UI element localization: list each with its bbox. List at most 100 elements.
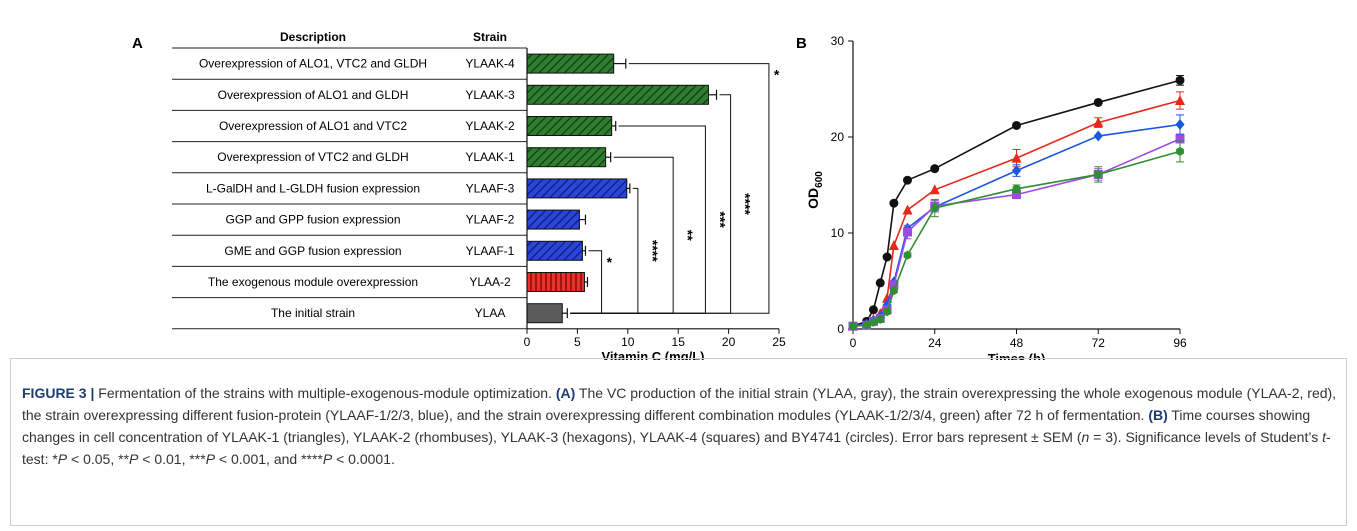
marker-hexagon — [889, 286, 898, 296]
significance-label: * — [774, 67, 780, 83]
y-tick-label: 0 — [837, 322, 844, 336]
y-axis-label-main: OD — [805, 188, 821, 209]
x-tick-label: 20 — [722, 335, 736, 349]
marker-diamond — [1012, 165, 1021, 177]
marker-hexagon — [883, 307, 891, 317]
x-tick-label: 72 — [1092, 336, 1106, 350]
caption-figure-label: FIGURE 3 | — [22, 385, 95, 401]
bar-ylaak-2 — [526, 116, 613, 136]
caption-p3: P — [205, 451, 216, 467]
figure-caption: FIGURE 3 | Fermentation of the strains w… — [22, 382, 1337, 470]
bar-ylaak-3 — [526, 84, 709, 105]
x-axis-label: Vitamin C (mg/L) — [601, 349, 704, 360]
panel-b-label: B — [796, 35, 807, 52]
x-tick-label: 24 — [928, 336, 942, 350]
marker-circle — [1175, 75, 1185, 85]
bar-ylaa — [526, 303, 563, 324]
marker-triangle — [902, 204, 913, 215]
caption-n-text: = 3). Significance levels of Student’s — [1089, 429, 1323, 445]
row-description: GME and GGP fusion expression — [224, 244, 401, 258]
caption-p4: P — [322, 451, 333, 467]
marker-hexagon — [1176, 146, 1184, 156]
marker-square — [903, 227, 912, 237]
marker-hexagon — [849, 321, 857, 331]
caption-p2-text: < 0.01, *** — [138, 451, 206, 467]
caption-b-text: Time courses showing changes in cell con… — [22, 407, 1311, 445]
series-line — [852, 79, 1181, 327]
row-strain: YLAAF-2 — [466, 213, 515, 227]
row-description: Overexpression of VTC2 and GLDH — [217, 150, 408, 164]
y-tick-label: 30 — [831, 34, 845, 48]
x-tick-label: 15 — [672, 335, 686, 349]
marker-circle — [882, 252, 892, 262]
marker-square — [1175, 134, 1185, 144]
marker-hexagon — [930, 203, 939, 213]
significance-label: *** — [712, 211, 728, 228]
marker-hexagon — [1094, 169, 1103, 179]
bar-ylaak-4 — [526, 53, 615, 74]
caption-b-label: (B) — [1148, 407, 1168, 423]
bar-ylaak-1 — [526, 147, 607, 168]
row-description: The exogenous module overexpression — [208, 275, 418, 289]
x-tick-label: 0 — [850, 336, 857, 350]
y-axis-label-subscript: 600 — [814, 171, 825, 188]
marker-circle — [1093, 97, 1103, 107]
row-description: Overexpression of ALO1 and VTC2 — [219, 119, 407, 133]
row-description: Overexpression of ALO1 and GLDH — [218, 88, 409, 102]
caption-t-var: t — [1322, 429, 1326, 445]
significance-label: * — [607, 254, 613, 270]
series-circle — [848, 75, 1185, 331]
series-hexagon — [849, 140, 1184, 331]
row-description: Overexpression of ALO1, VTC2 and GLDH — [199, 57, 427, 71]
marker-circle — [1012, 120, 1021, 130]
marker-triangle — [1093, 117, 1104, 128]
row-strain: YLAAK-4 — [465, 57, 515, 71]
x-tick-label: 96 — [1173, 336, 1187, 350]
x-tick-label: 25 — [772, 335, 786, 349]
marker-diamond — [1093, 130, 1103, 142]
marker-triangle — [1011, 152, 1022, 163]
header-description: Description — [280, 30, 346, 44]
x-tick-label: 48 — [1010, 336, 1024, 350]
figure: A Description Strain Overexpression of ALO1… — [132, 30, 1187, 360]
row-description: The initial strain — [271, 306, 355, 320]
marker-hexagon — [862, 320, 871, 330]
marker-hexagon — [876, 314, 885, 324]
caption-p4-text: < 0.0001. — [332, 451, 395, 467]
marker-diamond — [1175, 119, 1185, 131]
series-diamond — [848, 114, 1185, 332]
marker-hexagon — [1012, 184, 1021, 194]
x-axis-label: Times (h) — [988, 351, 1046, 360]
panel-b: B 0 10 20 30 0 24 48 72 96 Times (h) OD600 — [796, 34, 1187, 360]
row-strain: YLAA — [475, 306, 506, 320]
x-tick-label: 0 — [524, 335, 531, 349]
marker-circle — [868, 305, 878, 315]
significance-label: **** — [645, 240, 661, 262]
significance-label: **** — [738, 193, 754, 215]
marker-square — [889, 280, 899, 290]
caption-title: Fermentation of the strains with multipl… — [94, 385, 556, 401]
marker-circle — [875, 278, 885, 288]
series-line — [852, 150, 1181, 327]
header-strain: Strain — [473, 30, 507, 44]
row-strain: YLAAK-2 — [465, 119, 515, 133]
x-tick-label: 5 — [574, 335, 581, 349]
y-tick-label: 10 — [831, 226, 845, 240]
caption-p3-text: < 0.001, and **** — [215, 451, 323, 467]
marker-hexagon — [869, 317, 878, 327]
marker-circle — [903, 175, 912, 185]
row-description: GGP and GPP fusion expression — [226, 213, 401, 227]
row-strain: YLAAF-1 — [466, 244, 515, 258]
marker-square — [1012, 190, 1021, 200]
significance-bracket — [570, 187, 639, 314]
caption-p2: P — [129, 451, 139, 467]
marker-hexagon — [903, 250, 912, 260]
significance-bracket — [570, 250, 603, 314]
marker-triangle — [1175, 95, 1185, 106]
row-strain: YLAAK-1 — [465, 150, 515, 164]
marker-circle — [930, 164, 940, 174]
panel-a: A Description Strain Overexpression of ALO1… — [132, 30, 786, 360]
marker-circle — [889, 198, 899, 208]
x-tick-label: 10 — [621, 335, 635, 349]
row-description: L-GalDH and L-GLDH fusion expression — [206, 181, 420, 195]
